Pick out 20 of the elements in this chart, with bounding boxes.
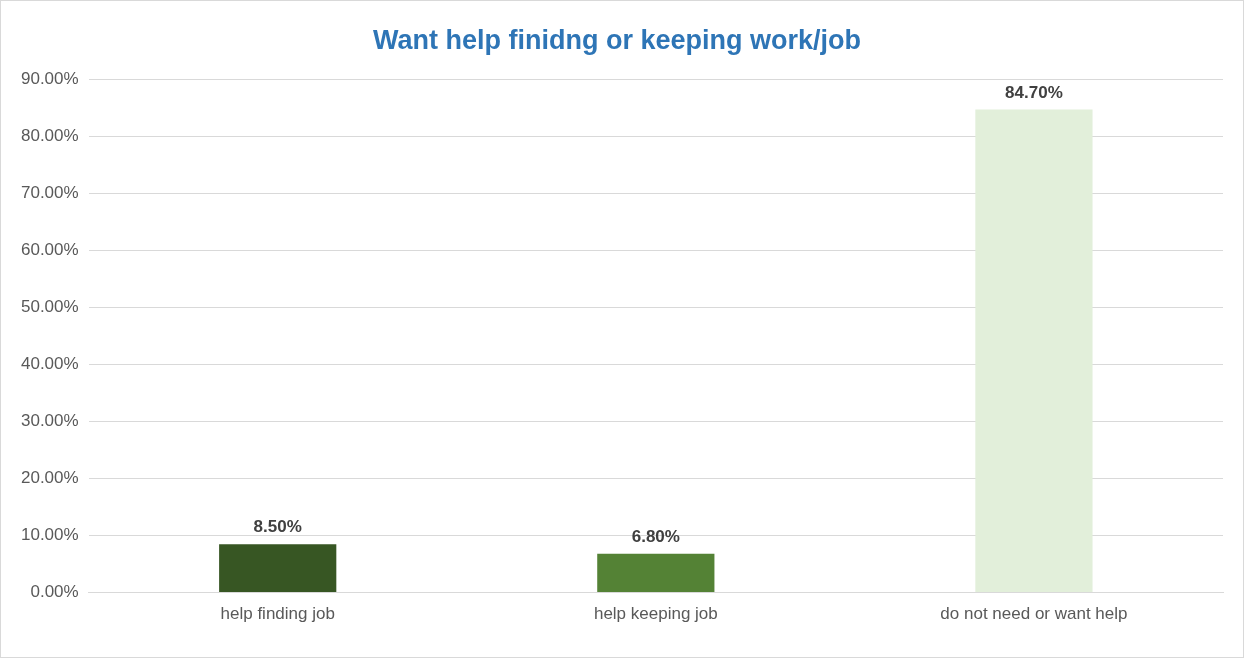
y-tick-label: 20.00% xyxy=(20,468,79,488)
y-tick-label: 0.00% xyxy=(30,582,79,602)
x-tick-label: do not need or want help xyxy=(940,604,1128,624)
bar xyxy=(219,544,337,593)
data-label: 6.80% xyxy=(631,527,680,547)
data-label: 84.70% xyxy=(1005,82,1063,102)
chart-title: Want help finidng or keeping work/job xyxy=(373,24,861,55)
y-tick-label: 60.00% xyxy=(20,240,79,260)
y-tick-label: 30.00% xyxy=(20,411,79,431)
x-tick-label: help finding job xyxy=(220,604,335,624)
y-tick-label: 90.00% xyxy=(20,69,79,89)
x-tick-label: help keeping job xyxy=(593,604,718,624)
y-tick-label: 10.00% xyxy=(20,525,79,545)
y-tick-label: 70.00% xyxy=(20,183,79,203)
y-tick-label: 80.00% xyxy=(20,126,79,146)
y-tick-label: 40.00% xyxy=(20,354,79,374)
data-label: 8.50% xyxy=(253,517,302,537)
y-tick-label: 50.00% xyxy=(20,297,79,317)
bar xyxy=(975,109,1093,593)
bar xyxy=(597,553,715,593)
